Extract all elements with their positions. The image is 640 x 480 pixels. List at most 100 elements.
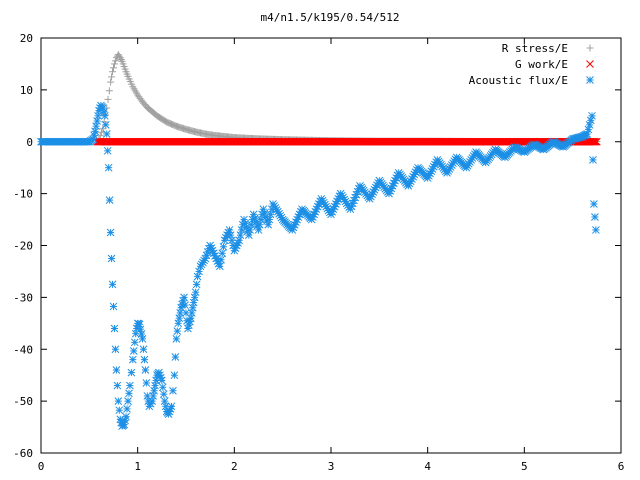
data-point bbox=[159, 390, 168, 399]
data-point bbox=[112, 366, 121, 374]
data-point bbox=[115, 406, 124, 415]
legend-marker bbox=[586, 60, 594, 68]
data-point bbox=[98, 128, 106, 136]
x-tick-label: 4 bbox=[424, 460, 431, 473]
data-point bbox=[141, 366, 150, 374]
data-point bbox=[215, 262, 224, 271]
x-tick-label: 1 bbox=[134, 460, 141, 473]
y-tick-label: 10 bbox=[20, 84, 33, 97]
y-tick-label: -30 bbox=[13, 291, 33, 304]
x-tick-label: 6 bbox=[618, 460, 625, 473]
data-point bbox=[195, 267, 203, 276]
series-2 bbox=[37, 101, 600, 430]
data-point bbox=[107, 78, 115, 86]
data-point bbox=[212, 254, 221, 263]
data-point bbox=[130, 338, 139, 347]
y-tick-label: 0 bbox=[26, 136, 33, 149]
data-point bbox=[137, 330, 146, 338]
data-point bbox=[586, 116, 595, 125]
data-point bbox=[142, 379, 151, 387]
data-point bbox=[170, 371, 179, 380]
data-point bbox=[114, 397, 123, 405]
data-point bbox=[122, 412, 130, 421]
data-point bbox=[175, 314, 184, 322]
data-point bbox=[109, 302, 118, 311]
data-point bbox=[116, 54, 124, 62]
data-point bbox=[123, 405, 131, 413]
legend-marker bbox=[586, 76, 594, 84]
data-point bbox=[265, 215, 274, 224]
data-point bbox=[129, 347, 138, 355]
data-point bbox=[157, 376, 166, 385]
data-point bbox=[246, 226, 254, 234]
data-point bbox=[128, 355, 137, 364]
data-point bbox=[584, 125, 593, 134]
series-1 bbox=[93, 137, 601, 146]
data-point bbox=[235, 236, 244, 245]
data-point bbox=[109, 68, 117, 76]
data-point bbox=[104, 95, 112, 103]
data-point bbox=[208, 246, 217, 255]
legend-marker bbox=[586, 44, 594, 52]
data-point bbox=[108, 73, 116, 81]
data-point bbox=[126, 381, 134, 390]
data-point bbox=[139, 345, 148, 354]
legend: R stress/E G work/E Acoustic flux/E bbox=[469, 42, 594, 87]
data-point bbox=[218, 249, 227, 258]
data-point bbox=[102, 130, 111, 138]
data-point bbox=[404, 181, 413, 190]
series-layer bbox=[37, 51, 601, 430]
data-point bbox=[589, 156, 597, 164]
data-point bbox=[181, 301, 189, 310]
data-point bbox=[264, 220, 273, 229]
data-point bbox=[113, 381, 122, 390]
data-point bbox=[100, 118, 108, 126]
data-point bbox=[111, 57, 119, 65]
legend-label: G work/E bbox=[515, 58, 568, 71]
data-point bbox=[585, 121, 594, 129]
y-tick-label: -40 bbox=[13, 343, 33, 356]
data-point bbox=[124, 397, 132, 405]
data-point bbox=[219, 242, 228, 251]
data-point bbox=[244, 231, 253, 239]
data-point bbox=[105, 87, 113, 95]
data-point bbox=[138, 335, 147, 343]
chart-title: m4/n1.5/k195/0.54/512 bbox=[260, 11, 399, 24]
data-point bbox=[106, 228, 115, 237]
data-point bbox=[140, 355, 149, 364]
data-point bbox=[427, 167, 436, 176]
data-point bbox=[117, 56, 125, 64]
legend-label: R stress/E bbox=[502, 42, 568, 55]
data-point bbox=[191, 288, 200, 297]
data-point bbox=[583, 130, 592, 138]
data-point bbox=[591, 137, 600, 146]
y-tick-label: -50 bbox=[13, 395, 33, 408]
data-point bbox=[103, 146, 112, 155]
y-tick-label: -10 bbox=[13, 188, 33, 201]
data-point bbox=[171, 353, 180, 361]
data-point bbox=[110, 64, 117, 72]
data-point bbox=[107, 254, 116, 263]
data-point bbox=[158, 383, 167, 392]
data-point bbox=[135, 320, 144, 329]
data-point bbox=[105, 196, 114, 204]
data-point bbox=[592, 226, 600, 234]
x-tick-label: 2 bbox=[231, 460, 238, 473]
data-point bbox=[167, 402, 176, 411]
plot-frame bbox=[40, 37, 622, 454]
data-point bbox=[217, 255, 225, 264]
data-point bbox=[180, 293, 188, 302]
data-point bbox=[254, 226, 263, 234]
data-point bbox=[588, 111, 596, 120]
axes: 0 1 2 3 4 5 6 20 10 0 -10 -20 -30 -40 -50 -60 bbox=[13, 32, 624, 473]
y-tick-label: -60 bbox=[13, 447, 33, 460]
y-tick-label: -20 bbox=[13, 240, 33, 253]
data-point bbox=[193, 272, 202, 281]
data-point bbox=[136, 325, 145, 334]
data-point bbox=[104, 163, 113, 172]
x-tick-label: 0 bbox=[38, 460, 45, 473]
data-point bbox=[169, 386, 177, 395]
data-point bbox=[127, 368, 136, 377]
data-point bbox=[226, 231, 235, 239]
